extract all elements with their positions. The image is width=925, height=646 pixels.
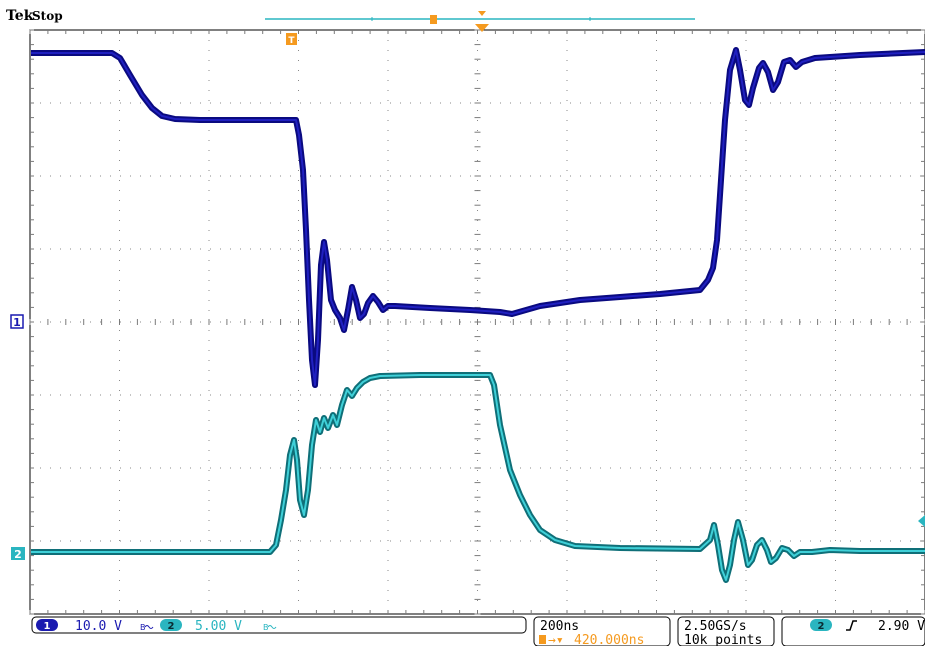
timebase: 200ns [540,619,579,634]
channel-readout[interactable]: 1 10.0 V B 2 5.00 V B [31,616,527,634]
ch1-scale: 10.0 V [75,619,122,634]
trigger-offset: 420.000ns [574,633,644,646]
svg-text:B: B [140,623,146,632]
svg-text:B: B [263,623,269,632]
bandwidth-limit-icon: B [263,623,277,632]
trigger-position-marker [430,15,437,24]
acquisition-readout[interactable]: 2.50GS/s 10k points [677,616,775,646]
ch2-ground-marker[interactable]: 2 [11,547,25,561]
bandwidth-limit-icon: B [140,623,154,632]
timebase-readout[interactable]: 200ns →▾ 420.000ns [533,616,671,646]
svg-text:→▾: →▾ [548,633,564,646]
brand-label: Tek [6,8,34,24]
ch2-scale: 5.00 V [195,619,242,634]
trigger-level: 2.90 V [878,619,925,634]
graticule-center-ticks [29,29,925,615]
ch2-waveform [31,372,925,583]
ch1-ground-marker[interactable]: 1 [10,314,24,329]
sample-rate: 2.50GS/s [684,619,747,634]
ch1-waveform [31,47,925,388]
trigger-level-marker [918,515,925,527]
ch1-ground-marker-label: 1 [13,316,21,329]
record-position-bar[interactable] [265,11,695,24]
trigger-point-marker-top [478,11,486,16]
trigger-source: 2 [818,621,825,632]
record-length: 10k points [684,633,762,646]
ch2-badge-label: 2 [168,621,175,632]
trigger-time-marker-label: T [288,36,295,46]
trigger-point-marker [475,24,489,32]
trigger-position-icon [539,635,546,644]
status-bar: 1 10.0 V B 2 5.00 V B 200ns →▾ 420.000ns… [31,616,925,646]
acquisition-status: Stop [32,9,63,23]
ch1-badge-label: 1 [44,621,51,632]
trigger-time-marker: T [286,33,297,46]
trigger-readout[interactable]: 2 2.90 V [781,616,925,646]
ch2-ground-marker-label: 2 [14,548,22,561]
rising-edge-icon [846,620,857,631]
